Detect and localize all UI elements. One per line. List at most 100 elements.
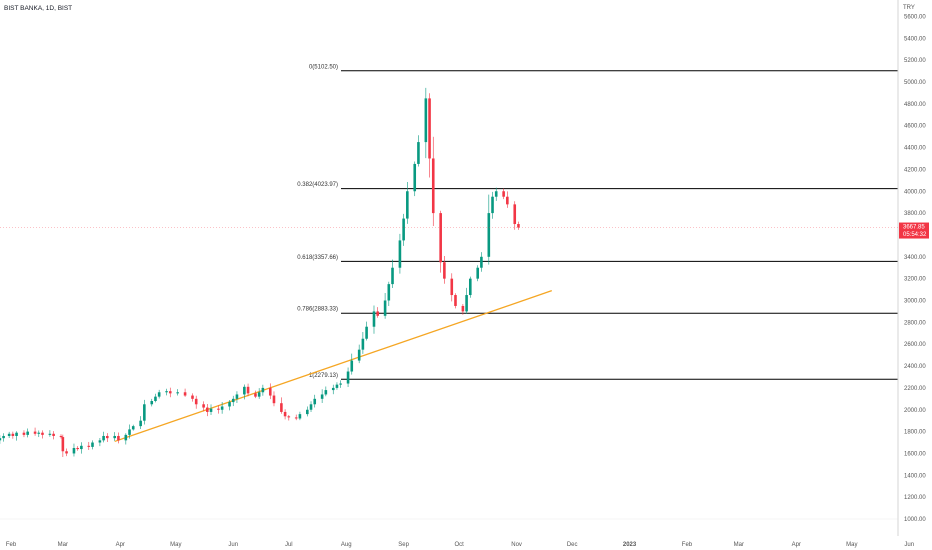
candle-body [413,163,417,192]
candle-body [26,431,29,435]
candle-body [113,435,117,439]
candles [0,87,520,458]
candle-body [398,240,402,268]
candle-body [202,404,205,408]
candle-body [339,383,342,385]
time-tick-label: Jun [228,542,238,548]
candle-body [257,392,261,397]
price-tick-label: 3200.00 [904,277,926,283]
candle-body [361,338,365,350]
time-tick-label: Dec [567,542,578,548]
price-tick-label: 5400.00 [904,36,926,42]
candle-body [298,414,302,419]
price-axis[interactable]: 1000.00 1200.00 1400.00 1600.00 1800.00 2000.… [904,14,926,523]
time-tick-label: May [846,542,857,548]
candle-body [268,387,272,396]
price-tick-label: 3000.00 [904,299,926,305]
candle-body [372,311,376,327]
candle-body [65,451,68,454]
fib-level-label: 0.786(2883.33) [297,307,338,313]
candle-body [476,267,480,279]
candle-body [320,394,324,399]
candle-body [91,442,94,447]
candle-body [7,433,11,436]
price-tick-label: 4400.00 [904,146,926,152]
candle-body [443,262,446,279]
candle-body [117,435,120,441]
candle-body [235,394,239,399]
candle-body [431,158,435,214]
symbol-title: BIST BANKA, 1D, BIST [4,5,72,12]
price-tick-label: 4600.00 [904,124,926,130]
candle-body [428,98,431,159]
candle-body [176,392,179,394]
candle-body [313,398,317,405]
time-tick-label: Mar [58,542,68,548]
candle-body [465,295,468,312]
candle-body [246,386,250,394]
candle-body [402,218,405,241]
candle-body [143,404,146,421]
candle-body [376,311,379,316]
candle-body [11,433,15,436]
candle-body [280,403,283,412]
price-tick-label: 2200.00 [904,386,926,392]
trendline[interactable] [114,290,552,443]
candle-body [468,278,472,296]
candle-body [417,142,420,164]
candle-body [439,213,442,263]
candle-body [261,387,265,393]
candle-body [2,435,5,439]
candle-body [61,437,65,452]
candle-body [220,406,224,410]
candle-body [52,433,55,436]
price-tick-label: 4000.00 [904,189,926,195]
currency-label: TRY [903,5,915,11]
bar-countdown: 05:54:32 [903,232,927,238]
candle-body [254,393,257,397]
candle-body [506,196,509,205]
candle-body [217,408,220,410]
price-tick-label: 1800.00 [904,430,926,436]
candle-body [106,435,109,439]
time-tick-label: Sep [398,542,409,548]
candle-body [48,433,52,435]
candle-body [294,417,298,419]
candle-body [491,196,494,214]
candle-body [228,402,231,407]
fib-level-label: 1(2279.13) [309,373,338,379]
candle-body [37,432,41,434]
price-tick-label: 4800.00 [904,102,926,108]
candle-body [139,420,142,427]
trendline-segment[interactable] [114,290,552,443]
time-tick-label: Feb [682,542,693,548]
price-tick-label: 5000.00 [904,80,926,86]
candle-body [231,398,235,403]
candle-body [450,278,454,296]
candle-body [194,398,198,405]
last-price-badge-bg [899,222,929,239]
time-axis[interactable]: Feb Mar Apr May Jun Jul Aug Sep Oct Nov Dec 2023 Feb… [6,542,914,548]
candle-body [15,432,18,436]
last-price-value: 3667.85 [903,225,925,231]
time-tick-label: Aug [341,542,352,548]
candle-body [157,392,161,397]
price-tick-label: 5600.00 [904,14,926,20]
candle-body [391,267,394,285]
fibonacci-retracement[interactable]: 0(5102.50) 0.382(4023.97) 0.618(3357.66) 0.… [297,64,898,380]
candle-body [87,445,91,447]
candle-body [59,435,63,438]
candle-body [350,360,354,372]
candle-body [357,349,361,361]
time-tick-label: Jul [285,542,293,548]
price-tick-label: 1600.00 [904,451,926,457]
fib-level-label: 0(5102.50) [309,64,338,70]
price-tick-label: 4200.00 [904,167,926,173]
candle-body [206,407,209,412]
candle-body [387,284,391,301]
candle-body [324,390,328,395]
candle-body [168,391,172,394]
candle-body [72,447,76,454]
candle-body [131,426,135,430]
